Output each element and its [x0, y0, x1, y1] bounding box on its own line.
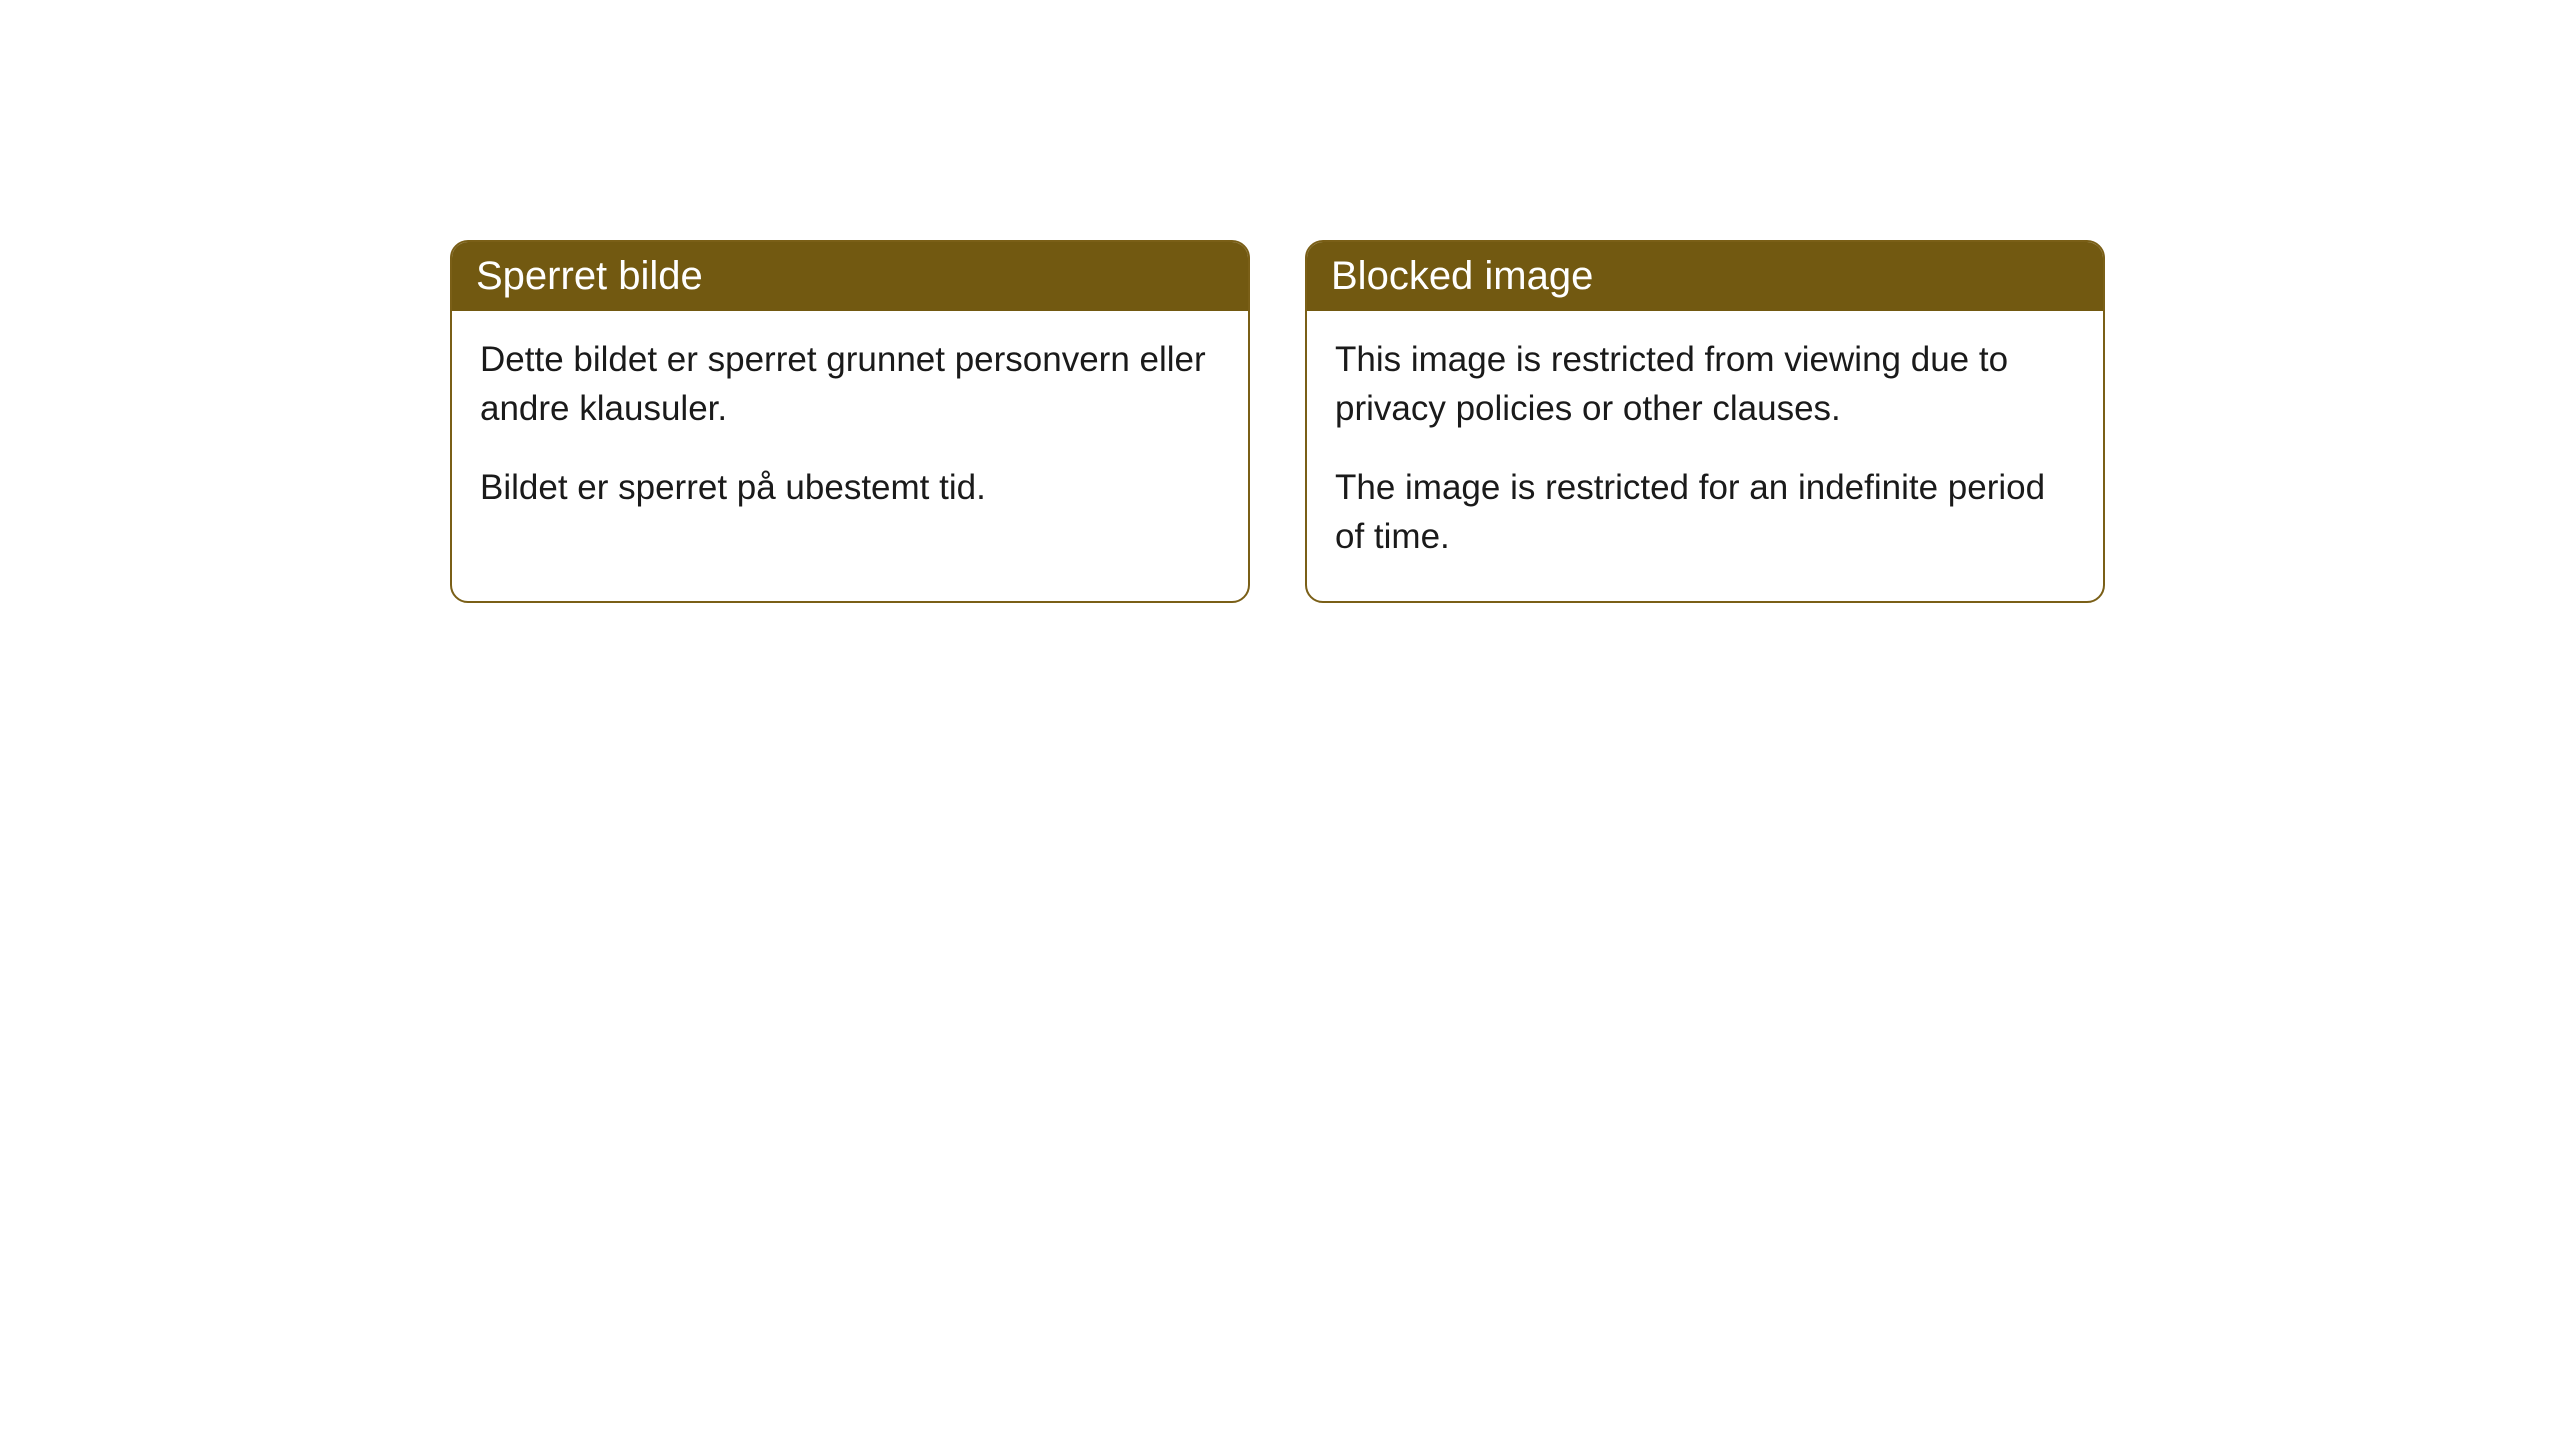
paragraph-1-norwegian: Dette bildet er sperret grunnet personve… — [480, 335, 1220, 433]
card-norwegian: Sperret bilde Dette bildet er sperret gr… — [450, 240, 1250, 603]
card-header-norwegian: Sperret bilde — [452, 242, 1248, 311]
paragraph-2-english: The image is restricted for an indefinit… — [1335, 463, 2075, 561]
paragraph-2-norwegian: Bildet er sperret på ubestemt tid. — [480, 463, 1220, 512]
paragraph-1-english: This image is restricted from viewing du… — [1335, 335, 2075, 433]
cards-container: Sperret bilde Dette bildet er sperret gr… — [450, 240, 2560, 603]
card-body-norwegian: Dette bildet er sperret grunnet personve… — [452, 311, 1248, 552]
card-english: Blocked image This image is restricted f… — [1305, 240, 2105, 603]
card-header-english: Blocked image — [1307, 242, 2103, 311]
card-body-english: This image is restricted from viewing du… — [1307, 311, 2103, 601]
